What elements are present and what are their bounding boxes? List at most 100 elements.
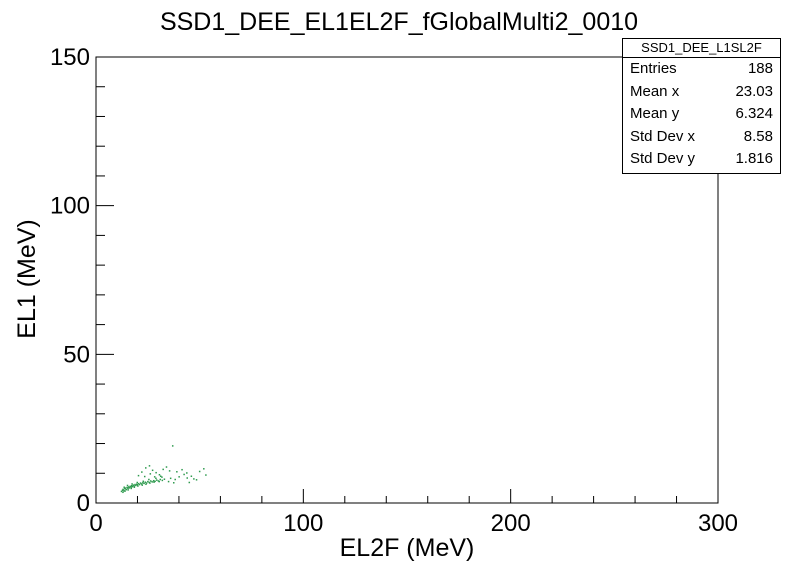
data-point (130, 485, 133, 487)
data-point (163, 478, 166, 480)
stats-label: Entries (630, 60, 677, 77)
data-point (155, 477, 157, 480)
data-point (143, 482, 145, 485)
data-point (157, 480, 160, 482)
data-point (136, 484, 139, 486)
data-point (159, 478, 162, 481)
y-tick-label: 150 (50, 44, 90, 71)
stats-label: Std Dev y (630, 150, 696, 167)
data-point (123, 486, 125, 488)
stats-row-stddev-x: Std Dev x 8.58 (623, 126, 780, 149)
data-point (149, 480, 152, 482)
data-point (158, 474, 161, 476)
y-tick-label: 0 (77, 490, 90, 517)
data-point (165, 466, 168, 468)
data-point (141, 471, 143, 473)
data-point (148, 478, 150, 481)
data-point (149, 473, 152, 475)
data-point (167, 480, 170, 483)
data-point (134, 483, 136, 486)
data-point (195, 479, 198, 481)
data-point (128, 487, 131, 489)
data-point (135, 484, 137, 487)
data-point (169, 477, 172, 480)
data-point (142, 480, 145, 483)
stats-label: Mean x (630, 82, 680, 100)
x-tick-label: 200 (491, 510, 531, 537)
stats-row-entries: Entries 188 (623, 58, 780, 81)
data-point (161, 479, 164, 482)
data-point (133, 485, 135, 487)
y-tick-label: 50 (63, 341, 90, 368)
data-point (137, 485, 139, 487)
plot-frame (95, 56, 719, 504)
data-point (136, 481, 139, 484)
data-point (121, 489, 124, 491)
data-point (186, 472, 188, 474)
data-point (171, 445, 174, 447)
data-point (143, 475, 146, 478)
stats-row-stddev-y: Std Dev y 1.816 (623, 148, 780, 171)
data-point (135, 483, 138, 486)
data-point (176, 471, 178, 473)
data-point (127, 486, 130, 488)
data-point (137, 474, 140, 477)
data-point (126, 486, 128, 489)
data-point (139, 482, 142, 484)
data-point (183, 473, 185, 476)
x-tick-label: 300 (698, 510, 738, 537)
data-point (131, 485, 134, 488)
x-axis-label: EL2F (MeV) (340, 534, 475, 562)
x-tick-label: 100 (283, 510, 323, 537)
data-point (133, 486, 136, 488)
scatter-points (120, 445, 207, 494)
data-point (153, 481, 155, 483)
data-point (153, 476, 156, 478)
data-point (123, 490, 125, 492)
stats-value: 188 (747, 60, 773, 77)
data-point (174, 478, 176, 481)
data-point (193, 478, 195, 480)
data-point (142, 482, 144, 484)
data-point (186, 477, 188, 479)
data-point (198, 470, 201, 473)
data-point (124, 487, 127, 489)
data-point (141, 484, 143, 486)
data-point (145, 483, 147, 486)
data-point (127, 487, 129, 490)
stats-box: SSD1_DEE_L1SL2F Entries 188 Mean x 23.03… (622, 38, 781, 174)
data-point (173, 482, 175, 484)
data-point (205, 474, 207, 476)
data-point (149, 482, 151, 484)
data-point (151, 481, 153, 483)
data-point (144, 481, 147, 483)
data-point (138, 483, 141, 486)
data-point (127, 489, 129, 491)
data-point (159, 475, 162, 477)
data-point (120, 490, 123, 493)
axis-ticks (95, 56, 719, 504)
y-axis-label: EL1 (MeV) (13, 219, 41, 338)
x-tick-label: 0 (89, 510, 102, 537)
data-point (126, 484, 129, 487)
data-point (129, 485, 131, 488)
data-point (124, 490, 126, 492)
data-point (140, 483, 143, 485)
data-point (181, 468, 183, 471)
stats-row-mean-x: Mean x 23.03 (623, 81, 780, 104)
data-point (155, 471, 157, 474)
data-point (155, 479, 158, 481)
data-point (132, 484, 135, 486)
data-point (122, 491, 124, 494)
data-point (154, 480, 156, 483)
data-point (152, 479, 155, 482)
data-point (168, 470, 171, 472)
data-point (203, 468, 205, 470)
data-point (130, 486, 132, 488)
data-point (145, 467, 147, 469)
stats-row-mean-y: Mean y 6.324 (623, 103, 780, 126)
data-point (188, 481, 191, 484)
data-point (122, 488, 124, 491)
data-point (131, 483, 133, 485)
axis-tick-labels: 0 100 200 300 0 50 100 150 (50, 44, 738, 537)
